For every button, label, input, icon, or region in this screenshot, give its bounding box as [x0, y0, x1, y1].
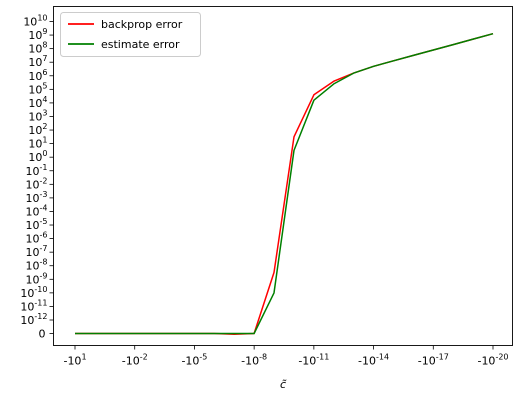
y-tick-label: 10-7	[26, 244, 48, 259]
y-tick-label: 102	[28, 122, 47, 137]
legend-label: backprop error	[101, 18, 183, 31]
y-tick-label: 10-10	[20, 285, 47, 300]
x-tick-label: -10-11	[298, 353, 329, 368]
y-tick-label: 10-9	[26, 271, 48, 286]
y-tick-label: 103	[28, 108, 47, 123]
y-tick-label: 100	[28, 149, 47, 164]
y-tick-label: 10-3	[26, 190, 48, 205]
y-tick-label: 10-4	[26, 203, 48, 218]
y-tick-label: 101	[28, 136, 47, 151]
x-tick-label: -101	[63, 353, 86, 368]
y-tick-label: 108	[28, 41, 47, 56]
x-tick-label: -10-20	[477, 353, 508, 368]
series-line-estimate-error	[75, 32, 494, 335]
y-tick-label: 107	[28, 54, 47, 69]
y-tick-label: 105	[28, 81, 47, 96]
y-tick-label: 1010	[23, 14, 47, 29]
x-tick-label: -10-2	[122, 353, 148, 368]
y-tick-label: 10-12	[20, 312, 47, 327]
y-tick-label: 10-6	[26, 231, 48, 246]
x-tick-label: -10-8	[241, 353, 267, 368]
legend-label: estimate error	[101, 38, 180, 51]
y-tick-label: 106	[28, 68, 47, 83]
y-tick-label: 10-11	[20, 298, 47, 313]
y-tick-label: 0	[39, 328, 46, 341]
legend-box	[60, 12, 201, 57]
y-tick-label: 10-5	[26, 217, 48, 232]
series-line-backprop-error	[75, 32, 494, 335]
legend: backprop error estimate error	[60, 12, 201, 57]
y-tick-label: 10-1	[26, 163, 48, 178]
x-axis-label: c̃	[280, 378, 287, 391]
y-tick-label: 104	[28, 95, 47, 110]
y-tick-label: 10-8	[26, 258, 48, 273]
x-tick-label: -10-14	[358, 353, 389, 368]
x-tick-label: -10-17	[418, 353, 449, 368]
y-tick-label: 109	[28, 27, 47, 42]
x-tick-label: -10-5	[181, 353, 207, 368]
y-tick-label: 10-2	[26, 176, 48, 191]
plot-frame	[53, 6, 513, 346]
